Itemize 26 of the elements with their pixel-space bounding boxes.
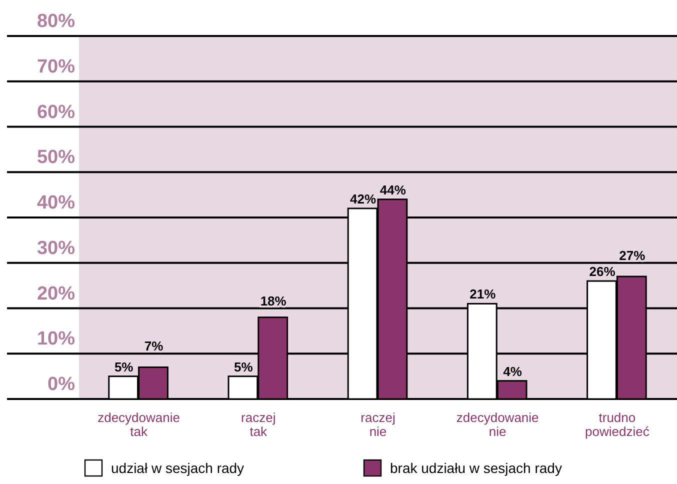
y-tick-label: 40% xyxy=(36,192,76,214)
legend-label: brak udziału w sesjach rady xyxy=(390,460,562,476)
x-tick-label: raczej nie xyxy=(360,410,396,439)
x-tick-label: zdecydowanie tak xyxy=(98,410,180,439)
y-tick-label: 60% xyxy=(36,102,76,123)
y-tick-label: 20% xyxy=(36,283,76,304)
x-tick-label: raczej tak xyxy=(241,410,276,439)
data-label: 26% xyxy=(589,264,616,280)
y-tick-label: 10% xyxy=(36,328,76,350)
data-label: 4% xyxy=(503,364,522,379)
data-label: 42% xyxy=(350,191,376,206)
y-tick-label: 50% xyxy=(36,147,76,168)
y-tick-label: 70% xyxy=(36,56,76,78)
data-label: 27% xyxy=(619,248,646,263)
data-label: 5% xyxy=(234,359,254,374)
y-tick-label: 30% xyxy=(36,238,76,259)
x-tick-label: trudno powiedzieć xyxy=(585,410,650,439)
data-label: 5% xyxy=(114,359,134,374)
y-tick-label: 80% xyxy=(36,11,76,32)
data-label: 7% xyxy=(144,338,164,354)
x-tick-label: zdecydowanie nie xyxy=(456,410,539,439)
data-label: 44% xyxy=(380,182,406,198)
y-tick-label: 0% xyxy=(48,374,76,395)
data-label: 18% xyxy=(260,293,287,308)
legend-label: udział w sesjach rady xyxy=(111,460,244,476)
data-label: 21% xyxy=(470,286,496,302)
